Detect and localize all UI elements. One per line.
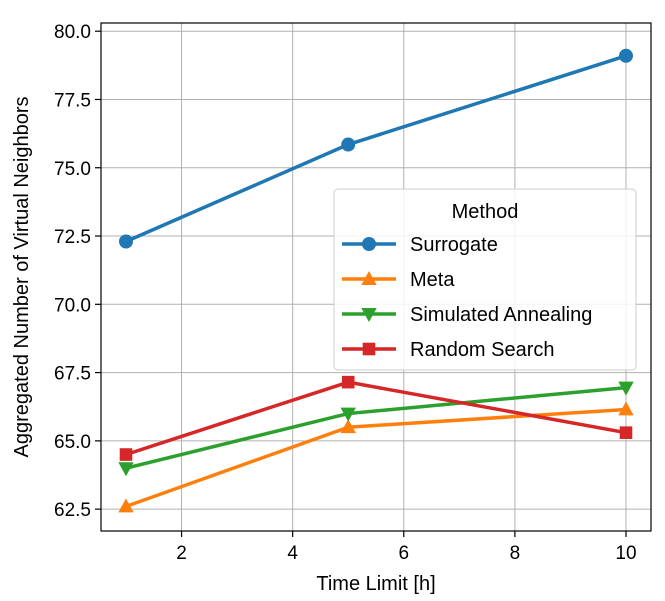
data-point [340, 419, 356, 434]
legend-marker [362, 342, 376, 356]
legend-item: Simulated Annealing [342, 304, 592, 326]
y-tick-label: 77.5 [54, 90, 91, 111]
data-point [618, 381, 634, 396]
series-simulated-annealing [118, 381, 634, 477]
x-tick-label: 6 [398, 543, 409, 564]
ticks: 2 4 6 8 10 62.5 65.0 67.5 70.0 72.5 75.0 77.5 80.0 [54, 22, 637, 564]
legend-title: Method [452, 201, 519, 223]
series-layer [118, 48, 634, 513]
x-tick-label: 8 [510, 543, 521, 564]
y-tick-label: 65.0 [54, 432, 91, 453]
data-point [341, 137, 356, 152]
x-axis-label: Time Limit [h] [316, 573, 435, 595]
y-tick-label: 67.5 [54, 364, 91, 385]
y-tick-label: 75.0 [54, 159, 91, 180]
data-point [618, 401, 634, 416]
y-axis-label: Aggregated Number of Virtual Neighbors [11, 97, 33, 458]
legend-label: Random Search [410, 339, 555, 361]
legend: Method Surrogate Meta Simulated Annealing R… [333, 188, 637, 371]
x-tick-label: 4 [287, 543, 298, 564]
legend-marker [362, 237, 376, 251]
data-point [119, 234, 133, 249]
data-point [619, 426, 633, 439]
series-surrogate [119, 48, 633, 249]
x-tick-label: 2 [176, 543, 187, 564]
legend-label: Simulated Annealing [410, 304, 592, 326]
plot-frame [100, 22, 652, 532]
x-tick-label: 10 [615, 543, 636, 564]
legend-item: Meta [342, 269, 455, 291]
data-point [340, 407, 356, 422]
data-point [118, 498, 134, 513]
legend-box [333, 188, 637, 371]
y-tick-label: 62.5 [54, 500, 91, 521]
data-point [118, 462, 134, 477]
legend-label: Meta [410, 269, 455, 291]
data-point [341, 375, 355, 389]
legend-marker [361, 308, 377, 323]
series-random-search [119, 375, 633, 461]
data-point [619, 48, 633, 63]
legend-label: Surrogate [410, 234, 498, 256]
legend-marker [361, 270, 377, 285]
y-tick-label: 70.0 [54, 295, 91, 316]
y-tick-label: 72.5 [54, 227, 91, 248]
legend-item: Random Search [342, 339, 555, 361]
data-point [119, 448, 133, 461]
legend-item: Surrogate [342, 234, 498, 256]
y-tick-label: 80.0 [54, 22, 91, 43]
